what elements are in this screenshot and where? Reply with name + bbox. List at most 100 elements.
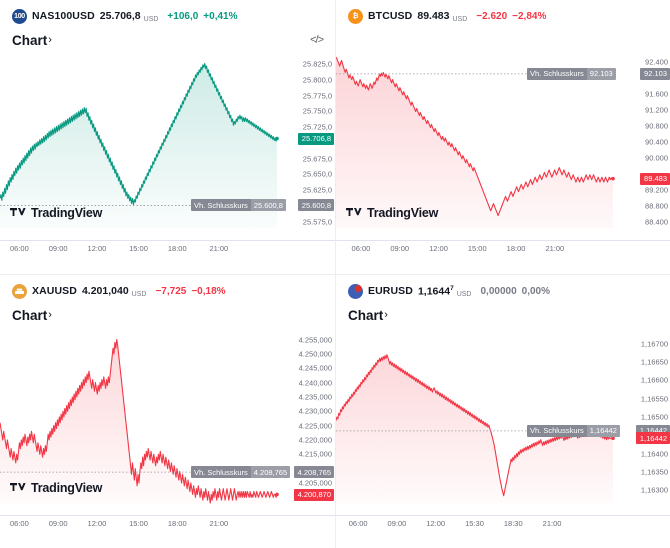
- chart-plot-area[interactable]: 1,16700 1,16650 1,16600 1,16550 1,16500 1,164…: [336, 325, 670, 533]
- price-axis-label: 1,16700: [640, 339, 668, 349]
- time-axis-label: 12:00: [429, 244, 448, 253]
- prev-close-tag: Vh. Schlusskurs 92.103: [527, 67, 616, 80]
- chart-title-link[interactable]: Chart ›: [348, 308, 388, 323]
- chevron-right-icon: ›: [48, 34, 52, 46]
- tradingview-logo[interactable]: TradingView: [10, 481, 102, 495]
- price-line: [336, 56, 614, 217]
- symbol-percent: −0,18%: [191, 285, 226, 297]
- current-price-badge: 4.200,870: [293, 488, 334, 501]
- quote-header-eurusd[interactable]: EURUSD 1,16447 USD 0,00000 0,00%: [336, 275, 670, 303]
- tradingview-wordmark: TradingView: [367, 206, 439, 220]
- price-axis-label: 1,16650: [640, 357, 668, 367]
- chart-title-link[interactable]: Chart ›: [12, 33, 52, 48]
- time-axis[interactable]: 06:00 09:00 12:00 15:00 18:00 21:00: [336, 240, 670, 258]
- price-axis-label: 4.215,000: [298, 449, 332, 459]
- price-axis-label: 4.235,000: [298, 392, 332, 402]
- chart-plot-area[interactable]: 92.400 91.600 91.200 90.800 90.400 90.000 89.2…: [336, 50, 670, 258]
- time-axis-label: 06:00: [9, 519, 29, 528]
- chart-title-row: Chart ›: [336, 303, 670, 325]
- symbol-price: 25.706,8: [99, 10, 141, 22]
- symbol-name: BTCUSD: [368, 10, 413, 22]
- price-axis-label: 90.400: [645, 137, 668, 147]
- gold-bar-icon: [15, 288, 24, 294]
- price-axis[interactable]: 92.400 91.600 91.200 90.800 90.400 90.000 89.2…: [611, 50, 670, 258]
- symbol-change: +106,0: [167, 10, 199, 22]
- price-axis-label: 4.230,000: [298, 406, 332, 416]
- chart-title-label: Chart: [12, 307, 48, 323]
- price-axis-label: 25.800,0: [302, 75, 332, 85]
- prev-close-badge: 25.600,8: [297, 199, 334, 212]
- tradingview-logo[interactable]: TradingView: [10, 206, 102, 220]
- current-price-badge: 89.483: [640, 172, 670, 185]
- quote-header-btcusd[interactable]: ₿ BTCUSD 89.483 USD −2.620 −2,84%: [336, 0, 670, 28]
- axis-separator: [336, 515, 670, 516]
- time-axis[interactable]: 06:00 09:00 12:00 15:00 18:00 21:00: [0, 515, 335, 533]
- tradingview-wordmark: TradingView: [31, 206, 103, 220]
- price-axis-label: 4.255,000: [298, 335, 332, 345]
- current-price-badge: 25.706,8: [297, 132, 334, 145]
- quote-header-xauusd[interactable]: XAUUSD 4.201,040 USD −7,725 −0,18%: [0, 275, 335, 303]
- symbol-percent: +0,41%: [203, 10, 238, 22]
- price-axis-label: 1,16500: [640, 412, 668, 422]
- prev-close-tag-value: 4.208,765: [250, 466, 291, 479]
- time-axis-label: 06:00: [348, 519, 368, 528]
- code-embed-icon[interactable]: </>: [310, 34, 324, 46]
- chart-title-row: Chart ›: [0, 303, 335, 325]
- price-axis-label: 1,16550: [640, 394, 668, 404]
- time-axis-label: 21:00: [545, 244, 565, 253]
- price-axis-label: 25.625,0: [302, 185, 332, 195]
- price-axis-label: 4.205,000: [298, 478, 332, 488]
- symbol-currency: USD: [143, 16, 159, 23]
- last-price-dot: [275, 136, 279, 141]
- time-axis[interactable]: 06:00 09:00 12:00 15:30 18:30 21:00: [336, 515, 670, 533]
- time-axis-label: 06:00: [351, 244, 371, 253]
- price-axis-label: 1,16600: [640, 375, 668, 385]
- tradingview-mark-icon: [10, 207, 26, 216]
- symbol-change: 0,00000: [480, 285, 517, 297]
- time-axis-label: 15:00: [467, 244, 487, 253]
- last-price-dot: [611, 176, 615, 181]
- price-axis[interactable]: 25.825,0 25.800,0 25.775,0 25.750,0 25.725,0…: [275, 50, 335, 258]
- price-axis-label: 91.200: [645, 105, 668, 115]
- symbol-price: 1,16447: [417, 284, 454, 298]
- time-axis-label: 21:00: [209, 519, 229, 528]
- price-axis[interactable]: 1,16700 1,16650 1,16600 1,16550 1,16500 1,164…: [611, 325, 670, 533]
- price-axis-label: 4.245,000: [298, 363, 332, 373]
- price-axis-label: 91.600: [645, 89, 668, 99]
- chart-title-row: [336, 28, 670, 50]
- symbol-change: −2.620: [476, 10, 508, 22]
- price-axis-label: 89.200: [645, 185, 668, 195]
- price-line: [0, 63, 278, 206]
- price-axis-label: 4.220,000: [298, 435, 332, 445]
- quote-header-nas100[interactable]: 100 NAS100USD 25.706,8 USD +106,0 +0,41%: [0, 0, 335, 28]
- price-axis[interactable]: 4.255,000 4.250,000 4.245,000 4.240,000 4.23…: [275, 325, 335, 533]
- price-axis-label: 1,16400: [640, 449, 668, 459]
- time-axis[interactable]: 06:00 09:00 12:00 15:00 18:00 21:00: [0, 240, 335, 258]
- price-series-svg: [336, 56, 615, 229]
- price-axis-label: 25.650,0: [302, 169, 332, 179]
- chevron-right-icon: ›: [48, 309, 52, 321]
- symbol-percent: −2,84%: [512, 10, 547, 22]
- time-axis-label: 18:00: [167, 519, 187, 528]
- time-axis-label: 09:00: [48, 519, 68, 528]
- prev-close-tag-label: Vh. Schlusskurs: [191, 466, 251, 479]
- symbol-logo-icon: ₿: [348, 8, 363, 24]
- chart-title-link[interactable]: Chart ›: [12, 308, 52, 323]
- tradingview-logo[interactable]: TradingView: [346, 206, 438, 220]
- eurusd-flag-icon: [349, 284, 362, 298]
- price-axis-label: 90.800: [645, 121, 668, 131]
- price-axis-label: 25.575,0: [302, 217, 332, 227]
- symbol-logo-icon: 100: [12, 8, 27, 24]
- prev-close-tag: Vh. Schlusskurs 1,16442: [527, 424, 620, 437]
- price-axis-label: 25.725,0: [302, 122, 332, 132]
- prev-close-tag-label: Vh. Schlusskurs: [191, 199, 251, 212]
- time-axis-label: 12:00: [426, 519, 446, 528]
- prev-close-badge: 92.103: [640, 67, 670, 80]
- chart-plot-area[interactable]: 25.825,0 25.800,0 25.775,0 25.750,0 25.725,0…: [0, 50, 335, 258]
- prev-close-tag-value: 1,16442: [586, 424, 620, 437]
- price-axis-label: 25.775,0: [302, 91, 332, 101]
- tradingview-wordmark: TradingView: [31, 481, 103, 495]
- price-axis-label: 4.225,000: [298, 421, 332, 431]
- prev-close-badge: 4.208,765: [293, 466, 334, 479]
- chart-plot-area[interactable]: 4.255,000 4.250,000 4.245,000 4.240,000 4.23…: [0, 325, 335, 533]
